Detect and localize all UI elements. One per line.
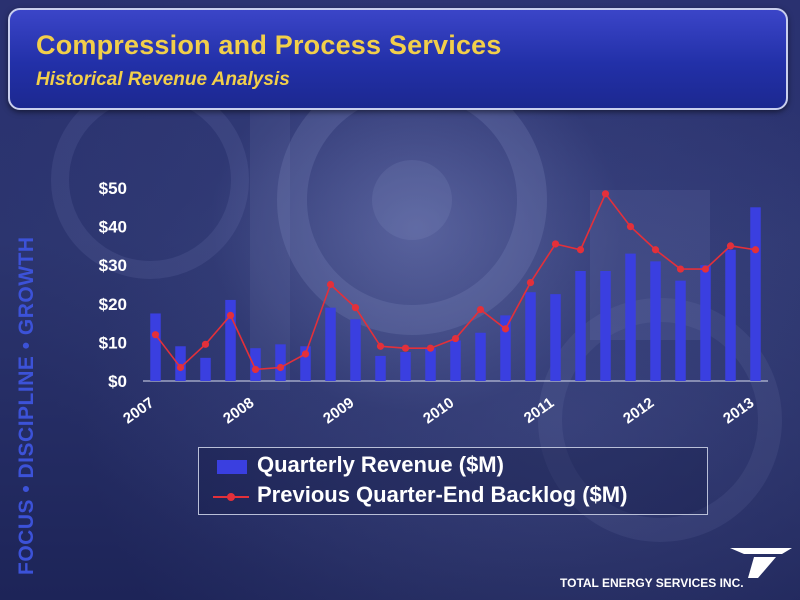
backlog-point [451, 334, 460, 343]
revenue-bar [375, 355, 386, 381]
backlog-point [526, 278, 535, 287]
y-tick-label: $30 [99, 256, 127, 275]
x-tick-label: 2011 [521, 394, 557, 427]
x-tick-label: 2007 [120, 394, 157, 427]
backlog-point [326, 280, 335, 289]
revenue-bar [200, 357, 211, 381]
legend-label-backlog: Previous Quarter-End Backlog ($M) [257, 482, 628, 507]
revenue-bar [175, 346, 186, 381]
backlog-point [576, 246, 585, 254]
revenue-bar [425, 348, 436, 381]
legend-marker-swatch [227, 493, 235, 501]
revenue-bar [600, 270, 611, 381]
x-tick-label: 2009 [320, 394, 357, 427]
backlog-point [301, 350, 310, 358]
y-tick-label: $50 [99, 179, 127, 198]
revenue-bar [575, 270, 586, 381]
y-tick-label: $20 [99, 295, 127, 314]
backlog-point [626, 223, 635, 231]
revenue-bar [625, 253, 636, 381]
legend-bar-swatch [217, 460, 247, 474]
backlog-point [701, 265, 710, 273]
y-tick-label: $40 [99, 218, 127, 237]
company-logo: TOTAL ENERGY SERVICES INC. [560, 546, 800, 600]
backlog-point [501, 325, 510, 333]
chart-legend: Quarterly Revenue ($M) Previous Quarter-… [198, 447, 708, 515]
revenue-bar [525, 292, 536, 381]
page-title: Compression and Process Services [36, 30, 502, 60]
y-tick-label: $0 [108, 372, 127, 391]
backlog-point [276, 363, 285, 372]
revenue-bar [700, 265, 711, 381]
backlog-point [476, 305, 485, 314]
x-tick-label: 2013 [720, 394, 757, 427]
backlog-point [426, 344, 435, 352]
backlog-point [676, 265, 685, 273]
revenue-bar [725, 249, 736, 381]
revenue-bar [400, 352, 411, 381]
backlog-point [751, 246, 760, 254]
revenue-bar [550, 294, 561, 381]
revenue-bar [275, 344, 286, 381]
backlog-point [401, 344, 410, 352]
revenue-bar [350, 319, 361, 381]
company-name: TOTAL ENERGY SERVICES INC. [560, 576, 744, 590]
backlog-point [176, 363, 185, 372]
backlog-point [251, 365, 260, 374]
revenue-bar [475, 332, 486, 381]
revenue-bar [225, 299, 236, 381]
revenue-bar [650, 261, 661, 381]
backlog-point [651, 246, 660, 254]
revenue-bar [500, 315, 511, 381]
backlog-point [151, 331, 160, 339]
backlog-point [726, 242, 735, 250]
revenue-bar [300, 346, 311, 381]
backlog-point [376, 342, 385, 350]
backlog-point [201, 340, 210, 348]
revenue-bar [325, 307, 336, 381]
revenue-bar [150, 313, 161, 381]
backlog-point [226, 311, 235, 319]
x-tick-label: 2012 [620, 394, 657, 427]
total-energy-logo-icon [730, 548, 792, 578]
revenue-bar [675, 280, 686, 381]
backlog-point [351, 304, 360, 312]
legend-label-revenue: Quarterly Revenue ($M) [257, 452, 504, 477]
revenue-bar [750, 207, 761, 381]
x-tick-label: 2010 [420, 394, 457, 427]
backlog-point [601, 190, 610, 198]
revenue-bar [450, 340, 461, 381]
y-tick-label: $10 [99, 333, 127, 352]
revenue-bar [250, 348, 261, 381]
page-subtitle: Historical Revenue Analysis [36, 69, 290, 90]
backlog-point [551, 240, 560, 248]
title-banner: Compression and Process Services Histori… [8, 8, 788, 110]
x-tick-label: 2008 [220, 394, 257, 427]
